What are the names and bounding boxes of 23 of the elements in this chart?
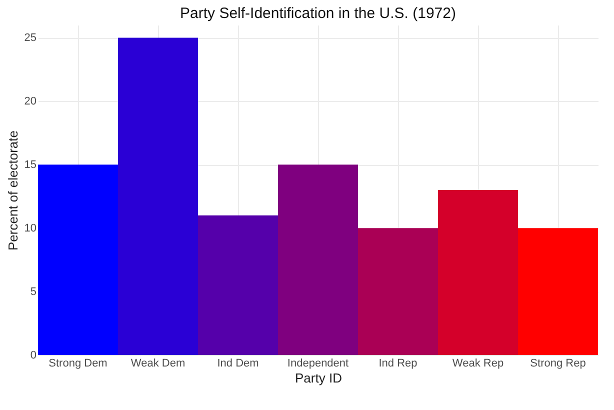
x-tick-label: Ind Dem (217, 358, 259, 370)
chart-title: Party Self-Identification in the U.S. (1972) (180, 5, 456, 22)
y-tick-label: 25 (24, 32, 36, 44)
y-tick-label: 20 (24, 96, 36, 108)
y-tick-label: 5 (30, 286, 36, 298)
y-tick-label: 10 (24, 222, 36, 235)
bar (358, 228, 438, 355)
x-axis-title: Party ID (295, 370, 342, 386)
bar (118, 38, 198, 355)
bar (438, 190, 518, 355)
bar (518, 228, 598, 355)
x-tick-label: Strong Rep (530, 358, 586, 370)
x-tick-label: Independent (287, 358, 349, 370)
x-tick-label: Ind Rep (378, 358, 418, 370)
x-tick-label: Weak Rep (452, 358, 504, 370)
y-axis-title: Percent of electorate (5, 130, 20, 250)
y-tick-label: 15 (24, 159, 36, 172)
bar (38, 164, 118, 355)
y-tick-label: 0 (30, 350, 36, 362)
x-tick-label: Strong Dem (48, 358, 108, 370)
bar (278, 164, 358, 355)
bar (198, 215, 278, 355)
x-tick-label: Weak Dem (130, 358, 186, 370)
